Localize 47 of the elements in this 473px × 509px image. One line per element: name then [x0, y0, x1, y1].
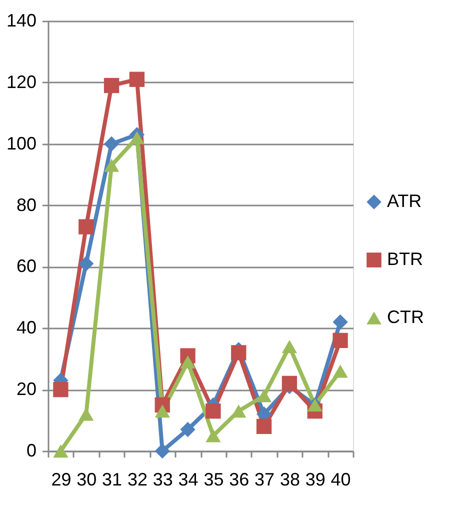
y-tick-label: 140	[6, 10, 36, 30]
point	[231, 404, 246, 418]
x-tick-label: 40	[330, 470, 351, 490]
y-tick-label: 60	[16, 256, 36, 276]
x-tick-label: 36	[229, 470, 250, 490]
point	[53, 444, 68, 458]
point	[231, 345, 246, 360]
x-tick-label: 33	[152, 470, 173, 490]
point	[332, 364, 348, 378]
x-tick-label: 34	[178, 470, 198, 490]
y-tick-label: 0	[26, 440, 36, 460]
x-tick-label: 37	[254, 470, 275, 490]
point	[154, 404, 170, 418]
x-tick-label: 30	[76, 470, 97, 490]
y-tick-label: 80	[16, 194, 36, 215]
point	[129, 131, 145, 144]
point	[78, 256, 94, 272]
point	[53, 382, 68, 398]
x-tick-label: 29	[51, 470, 72, 490]
legend-label: CTR	[387, 307, 424, 327]
point	[78, 219, 94, 234]
point	[180, 355, 196, 368]
point	[256, 418, 272, 434]
y-tick-label: 40	[16, 318, 36, 338]
x-tick-label: 39	[305, 470, 326, 490]
point	[282, 376, 298, 392]
point	[282, 340, 298, 354]
point	[332, 332, 348, 348]
legend-label: ATR	[387, 191, 422, 211]
y-tick-label: 100	[6, 133, 36, 154]
point	[206, 403, 221, 419]
y-tick-label: 20	[16, 379, 36, 400]
x-tick-label: 35	[204, 470, 224, 490]
point	[154, 443, 170, 459]
point	[104, 136, 120, 152]
point	[206, 429, 221, 442]
point	[104, 78, 120, 94]
point	[256, 389, 272, 402]
legend-label: BTR	[387, 249, 423, 269]
point	[332, 314, 348, 330]
point	[180, 422, 196, 438]
point	[104, 158, 120, 172]
x-tick-label: 31	[102, 470, 122, 490]
x-tick-label: 32	[127, 470, 148, 490]
y-tick-label: 120	[6, 72, 36, 92]
x-tick-label: 38	[280, 470, 300, 490]
point	[129, 72, 145, 87]
